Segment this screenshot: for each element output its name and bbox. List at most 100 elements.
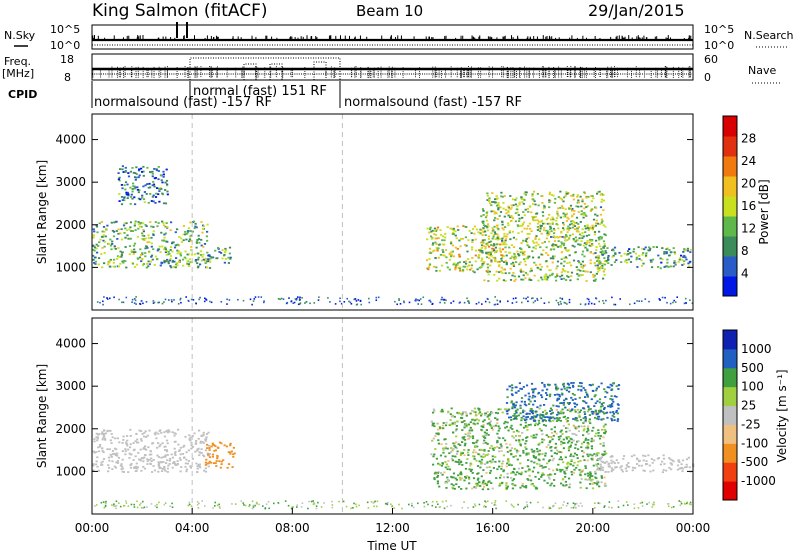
echo-cell (670, 468, 673, 471)
echo-cell (559, 207, 562, 209)
echo-cell (548, 231, 551, 234)
echo-cell (433, 425, 436, 428)
echo-cell (191, 435, 194, 437)
echo-cell (284, 500, 287, 502)
echo-cell (562, 504, 564, 506)
echo-cell (566, 462, 569, 465)
echo-cell (535, 264, 538, 266)
echo-cell (189, 230, 192, 233)
echo-cell (190, 234, 193, 237)
echo-cell (508, 385, 512, 388)
echo-cell (512, 297, 515, 300)
echo-cell (359, 300, 362, 302)
echo-cell (517, 390, 520, 392)
echo-cell (505, 482, 508, 484)
echo-cell (567, 225, 570, 228)
echo-cell (143, 467, 146, 470)
echo-cell (554, 244, 557, 246)
echo-cell (536, 297, 538, 300)
echo-cell (582, 422, 585, 424)
echo-cell (152, 302, 155, 304)
echo-cell (128, 245, 132, 247)
echo-cell (591, 195, 594, 197)
echo-cell (252, 506, 255, 508)
echo-cell (590, 240, 593, 242)
echo-cell (582, 387, 585, 389)
echo-cell (485, 219, 488, 222)
echo-cell (619, 298, 621, 300)
echo-cell (672, 247, 675, 249)
echo-cell (183, 457, 186, 459)
echo-cell (160, 456, 163, 459)
echo-cell (171, 502, 173, 505)
echo-cell (640, 464, 643, 467)
echo-cell (453, 444, 456, 447)
echo-cell (98, 257, 101, 259)
beam-title: Beam 10 (356, 2, 423, 20)
echo-cell (132, 244, 136, 247)
echo-cell (134, 299, 137, 302)
echo-cell (467, 300, 470, 302)
echo-cell (116, 437, 119, 440)
colorbar-swatch (723, 196, 737, 217)
echo-cell (450, 457, 453, 460)
echo-cell (603, 450, 606, 453)
echo-cell (487, 251, 490, 254)
echo-cell (575, 466, 578, 469)
echo-cell (448, 258, 451, 261)
echo-cell (599, 266, 602, 268)
echo-cell (636, 300, 638, 302)
echo-cell (599, 235, 602, 238)
echo-cell (595, 389, 598, 392)
echo-cell (567, 383, 571, 386)
echo-cell (557, 207, 560, 210)
echo-cell (647, 454, 650, 457)
echo-cell (541, 195, 544, 197)
echo-cell (503, 408, 507, 411)
echo-cell (387, 501, 389, 504)
echo-cell (441, 249, 444, 251)
echo-cell (206, 251, 209, 254)
echo-cell (552, 404, 555, 407)
echo-cell (443, 239, 446, 242)
echo-cell (601, 428, 604, 431)
echo-cell (159, 443, 162, 446)
echo-cell (423, 502, 425, 504)
echo-cell (582, 214, 585, 216)
echo-cell (533, 190, 536, 193)
echo-cell (611, 402, 614, 405)
echo-cell (603, 505, 606, 507)
echo-cell (536, 226, 539, 228)
echo-cell (441, 410, 444, 413)
echo-cell (681, 470, 684, 473)
echo-cell (220, 442, 223, 445)
echo-cell (522, 451, 525, 454)
echo-cell (148, 241, 151, 243)
echo-cell (190, 249, 193, 251)
echo-cell (437, 247, 440, 250)
echo-cell (355, 503, 357, 506)
echo-cell (184, 250, 187, 253)
echo-cell (129, 466, 132, 469)
echo-cell (572, 386, 575, 388)
echo-cell (585, 280, 588, 282)
echo-cell (485, 432, 488, 435)
echo-cell (520, 198, 523, 200)
echo-cell (600, 248, 603, 250)
echo-cell (435, 247, 438, 249)
echo-cell (144, 184, 147, 187)
echo-cell (617, 388, 620, 390)
echo-cell (610, 462, 613, 465)
echo-cell (195, 246, 198, 249)
echo-cell (510, 389, 513, 392)
echo-cell (653, 459, 656, 462)
echo-cell (148, 182, 151, 185)
echo-cell (559, 300, 562, 303)
echo-cell (550, 236, 553, 238)
echo-cell (134, 220, 137, 223)
echo-cell (140, 430, 143, 433)
echo-cell (596, 192, 599, 195)
echo-cell (547, 230, 550, 233)
echo-cell (516, 471, 519, 474)
echo-cell (493, 446, 497, 449)
